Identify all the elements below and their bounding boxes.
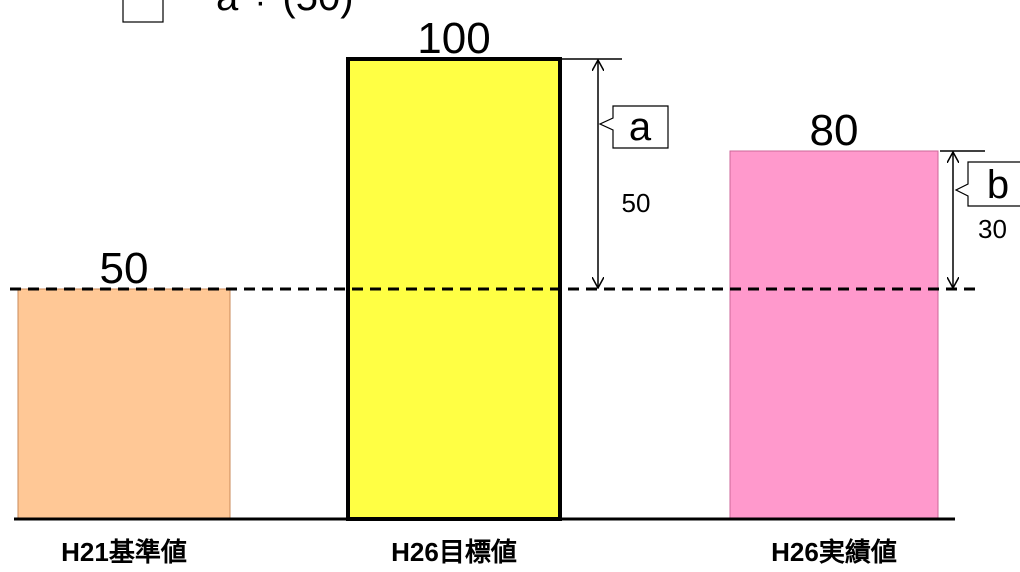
annotation-a-value: 50: [622, 188, 651, 218]
annotation-a-label: a: [629, 105, 652, 149]
annotation-b-callout: [954, 161, 1020, 207]
annotation-b-label: b: [987, 163, 1009, 207]
top-text: a ÷ (50): [216, 0, 354, 19]
annotation-a: a 50: [560, 58, 669, 288]
value-label-h26-actual: 80: [810, 106, 859, 155]
value-label-h26-target: 100: [417, 14, 490, 63]
bar-h21-baseline: [17, 288, 231, 520]
bar-h26-actual: [729, 150, 939, 520]
value-label-h21: 50: [100, 244, 149, 293]
top-label: a ÷ (50): [122, 0, 354, 23]
category-label-h26-target: H26目標値: [391, 537, 517, 567]
category-label-h21: H21基準値: [61, 537, 187, 567]
annotation-b-value: 30: [978, 214, 1007, 244]
category-label-h26-actual: H26実績値: [771, 537, 897, 567]
annotation-b: b 30: [940, 150, 1020, 288]
annotation-a-callout: [598, 105, 669, 149]
